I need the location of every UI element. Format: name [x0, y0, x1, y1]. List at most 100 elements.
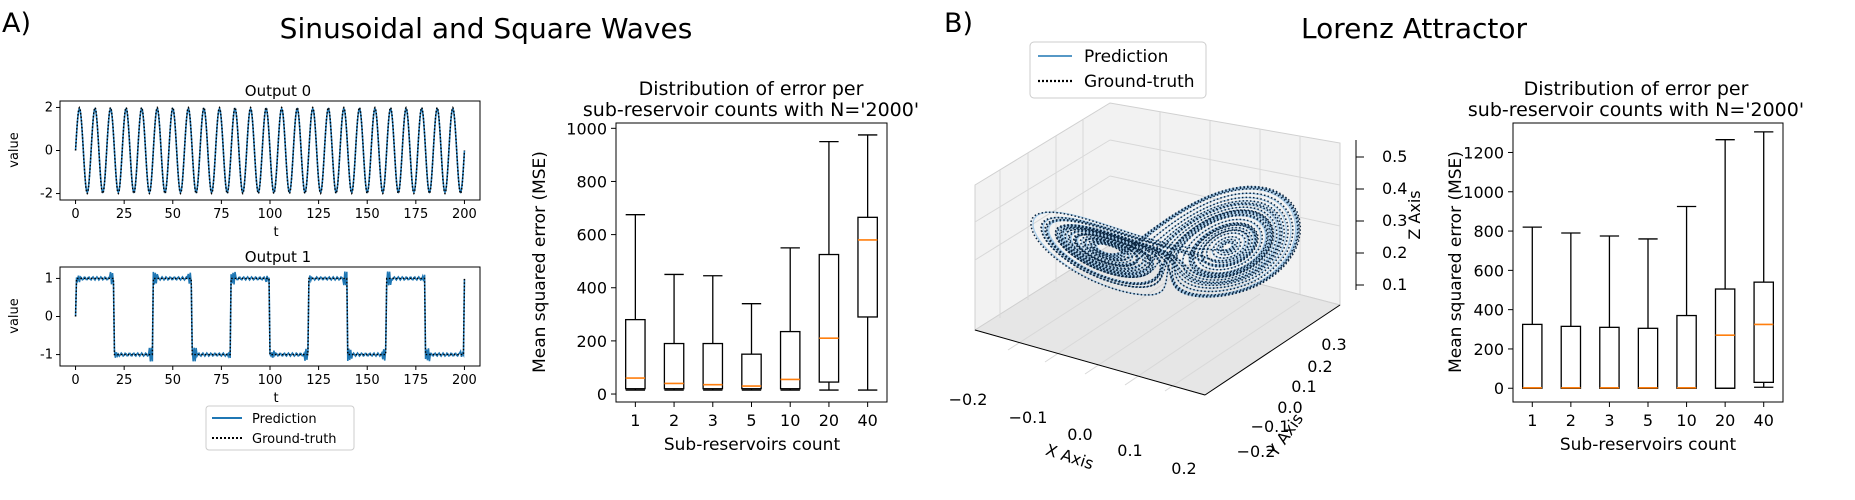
output1-ytick-0: -1	[40, 348, 53, 363]
output1-legend: Prediction Ground-truth	[205, 405, 355, 451]
boxB-box-10	[1676, 205, 1697, 389]
panel-a-letter: A)	[2, 8, 31, 39]
lorenz-ztick-2: 0.3	[1382, 211, 1407, 230]
boxA-box-40	[857, 134, 878, 391]
lorenz-xlabel: X Axis	[1043, 440, 1096, 473]
boxA-ytick-3: 600	[576, 226, 607, 245]
output0-xtick-6: 150	[355, 207, 380, 222]
output1-xtick-0: 0	[71, 373, 79, 388]
iqr-box	[1599, 326, 1620, 389]
boxA-xtick-0: 1	[630, 411, 640, 430]
lorenz-ytick-0: −0.2	[1237, 442, 1276, 461]
boxA-xtick-5: 20	[819, 411, 839, 430]
iqr-box	[1637, 327, 1659, 389]
lorenz-ytick-1: −0.1	[1251, 417, 1290, 436]
boxB-box-1	[1521, 226, 1543, 389]
lorenz-x-axis-line	[974, 329, 1206, 396]
output0-xlabel: t	[273, 225, 278, 240]
lorenz-xtick-3: 0.1	[1117, 441, 1142, 460]
lorenz-legend: Prediction Ground-truth	[1029, 41, 1207, 99]
box-a-xlabel: Sub-reservoirs count	[664, 435, 841, 455]
output0-title: Output 0	[245, 82, 311, 100]
box-b-ylabel: Mean squared error (MSE)	[1446, 151, 1466, 373]
iqr-box	[1714, 288, 1736, 389]
boxA-xtick-3: 5	[746, 411, 756, 430]
boxA-box-2	[663, 273, 685, 391]
output1-xtick-3: 75	[213, 373, 230, 388]
lorenz-legend-ground-truth-label: Ground-truth	[1084, 72, 1195, 92]
output1-plot: Output 1 value t Prediction Ground-truth…	[7, 248, 481, 451]
output1-xtick-1: 25	[116, 373, 133, 388]
panel-b-letter: B)	[944, 8, 973, 39]
boxB-box-2	[1560, 232, 1582, 389]
output0-ground-truth-line	[74, 106, 466, 195]
boxB-box-20	[1714, 139, 1736, 389]
box-b-title-line1: Distribution of error per	[1524, 78, 1749, 100]
output1-xlabel: t	[273, 391, 278, 406]
boxB-ytick-5: 1000	[1463, 183, 1504, 202]
lorenz-ytick-3: 0.1	[1291, 377, 1316, 396]
iqr-box	[857, 216, 878, 318]
output1-xtick-4: 100	[258, 373, 283, 388]
lorenz-legend-frame	[1029, 41, 1207, 99]
lorenz-ztick-3: 0.4	[1382, 179, 1407, 198]
boxB-ytick-3: 600	[1473, 261, 1504, 280]
iqr-box	[741, 353, 762, 390]
output1-ground-truth-line	[74, 277, 466, 356]
output1-legend-ground-truth-label: Ground-truth	[252, 432, 337, 447]
iqr-box	[818, 253, 840, 383]
boxA-box-1	[625, 214, 646, 391]
output0-xtick-2: 50	[165, 207, 182, 222]
lorenz-ztick-0: 0.1	[1382, 275, 1407, 294]
output0-xtick-8: 200	[452, 207, 477, 222]
output0-xtick-3: 75	[213, 207, 230, 222]
boxB-ytick-1: 200	[1473, 340, 1504, 359]
box-a-ylabel: Mean squared error (MSE)	[530, 151, 550, 373]
output0-xtick-4: 100	[258, 207, 283, 222]
boxB-box-40	[1753, 131, 1775, 388]
iqr-box	[1753, 281, 1775, 384]
lorenz-xtick-1: −0.1	[1009, 408, 1048, 427]
boxB-box-3	[1599, 235, 1620, 389]
boxA-box-3	[702, 275, 724, 391]
boxB-xtick-5: 20	[1715, 411, 1735, 430]
lorenz-3d-plot: −0.2 −0.1 0.0 0.1 0.2 X Axis −0.2 −0.1 0…	[949, 41, 1424, 478]
boxA-box-10	[779, 247, 801, 391]
box-a-axes-frame	[615, 122, 888, 403]
output0-ytick-0: -2	[40, 187, 53, 202]
boxA-xtick-1: 2	[669, 411, 679, 430]
boxB-ytick-0: 0	[1494, 379, 1504, 398]
boxA-xtick-4: 10	[780, 411, 800, 430]
output1-title: Output 1	[245, 248, 311, 266]
lorenz-xtick-4: 0.2	[1171, 459, 1196, 478]
iqr-box	[625, 318, 646, 390]
output1-xtick-7: 175	[403, 373, 428, 388]
lorenz-xtick-2: 0.0	[1067, 425, 1092, 444]
boxB-ytick-2: 400	[1473, 301, 1504, 320]
output0-xtick-7: 175	[403, 207, 428, 222]
lorenz-zlabel: Z Axis	[1405, 190, 1424, 239]
output1-ytick-2: 1	[45, 271, 53, 286]
boxA-xtick-6: 40	[857, 411, 877, 430]
boxB-xtick-0: 1	[1527, 411, 1537, 430]
lorenz-prediction-line	[1032, 186, 1300, 298]
panel-a-title: Sinusoidal and Square Waves	[280, 12, 693, 45]
box-b-xlabel: Sub-reservoirs count	[1560, 435, 1737, 455]
box-plot-a: Distribution of error per sub-reservoir …	[530, 78, 919, 455]
boxB-box-5	[1637, 238, 1659, 389]
iqr-box	[1560, 325, 1582, 389]
boxB-xtick-6: 40	[1754, 411, 1774, 430]
lorenz-xtick-0: −0.2	[949, 390, 988, 409]
output1-xtick-6: 150	[355, 373, 380, 388]
boxB-xtick-4: 10	[1676, 411, 1696, 430]
output1-ytick-1: 0	[45, 310, 53, 325]
output0-ylabel: value	[7, 132, 22, 168]
boxA-box-20	[818, 140, 840, 391]
lorenz-ytick-2: 0.0	[1277, 398, 1302, 417]
boxA-box-5	[741, 303, 762, 391]
output0-xtick-5: 125	[306, 207, 331, 222]
box-b-title-line2: sub-reservoir counts with N='2000'	[1468, 99, 1804, 121]
boxB-xtick-2: 3	[1604, 411, 1614, 430]
output1-xtick-2: 50	[165, 373, 182, 388]
